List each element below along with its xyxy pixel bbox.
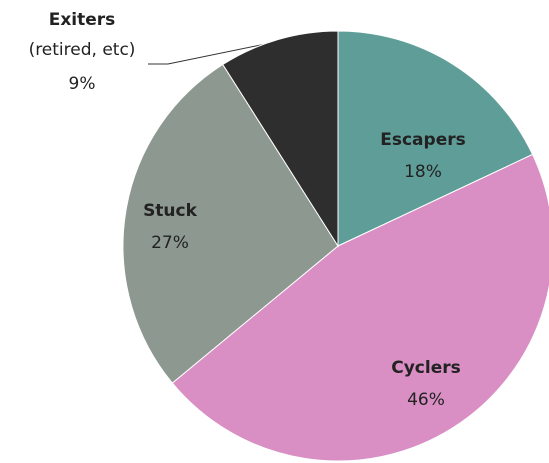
pie-slice <box>122 63 339 384</box>
pie-slice <box>171 153 549 462</box>
value-label: 27% <box>151 233 189 253</box>
slice-label: Exiters <box>49 10 116 30</box>
slice-label: Escapers <box>380 130 465 150</box>
pie-slice <box>337 30 534 247</box>
slice-note: (retired, etc) <box>29 40 136 60</box>
value-label: 46% <box>407 390 445 410</box>
value-label: 9% <box>69 74 96 94</box>
value-label: 18% <box>404 162 442 182</box>
slice-label: Stuck <box>143 201 198 221</box>
pie-slice <box>222 30 339 248</box>
leader-line <box>148 39 286 65</box>
slice-label: Cyclers <box>391 358 461 378</box>
